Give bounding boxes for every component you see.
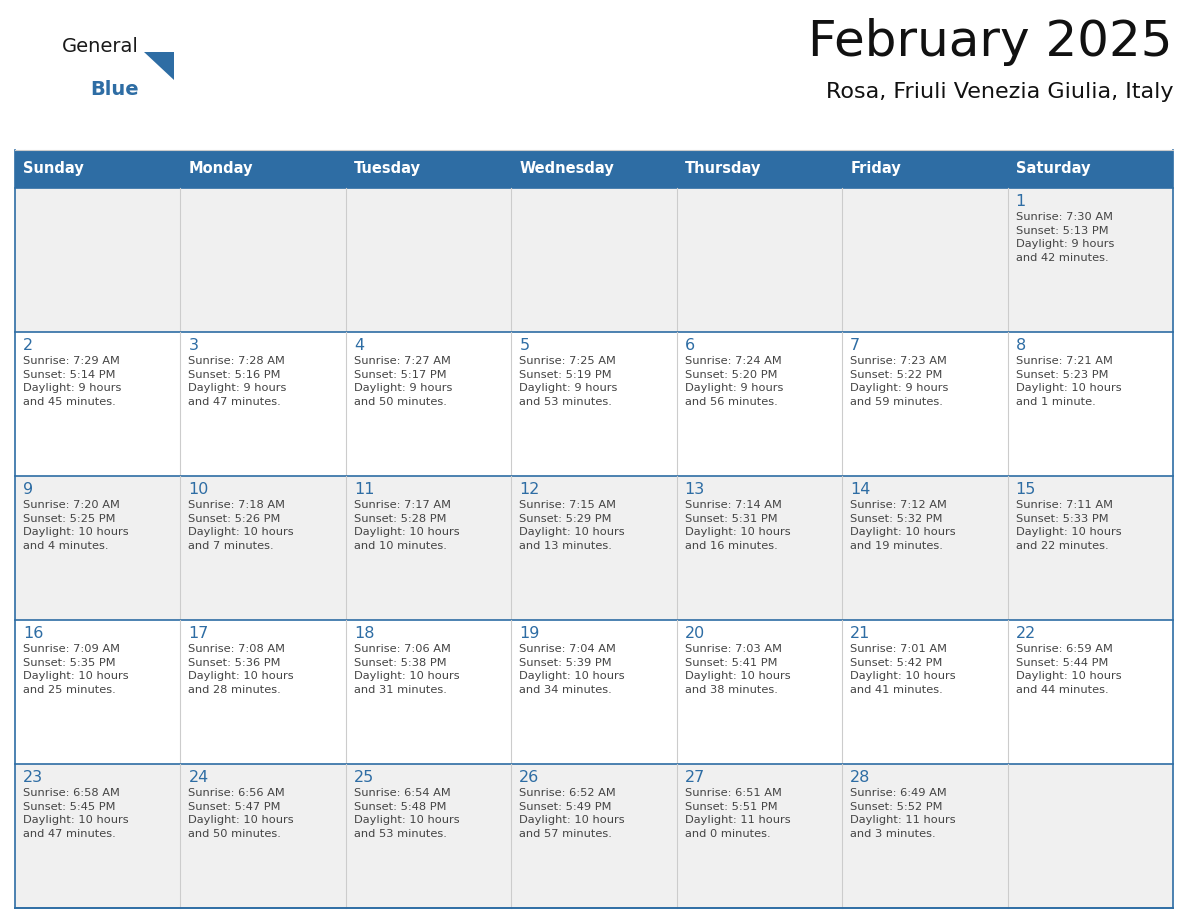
Text: Sunrise: 7:03 AM
Sunset: 5:41 PM
Daylight: 10 hours
and 38 minutes.: Sunrise: 7:03 AM Sunset: 5:41 PM Dayligh… bbox=[684, 644, 790, 695]
Text: 4: 4 bbox=[354, 338, 364, 353]
Bar bbox=[15, 620, 1173, 764]
Text: 27: 27 bbox=[684, 770, 704, 785]
Text: Sunrise: 7:01 AM
Sunset: 5:42 PM
Daylight: 10 hours
and 41 minutes.: Sunrise: 7:01 AM Sunset: 5:42 PM Dayligh… bbox=[851, 644, 956, 695]
Bar bbox=[15, 188, 1173, 332]
Text: Sunday: Sunday bbox=[23, 162, 83, 176]
Text: 17: 17 bbox=[189, 626, 209, 641]
Text: 11: 11 bbox=[354, 482, 374, 497]
Text: 13: 13 bbox=[684, 482, 704, 497]
Text: Sunrise: 7:23 AM
Sunset: 5:22 PM
Daylight: 9 hours
and 59 minutes.: Sunrise: 7:23 AM Sunset: 5:22 PM Dayligh… bbox=[851, 356, 948, 407]
Text: February 2025: February 2025 bbox=[809, 18, 1173, 66]
Text: Sunrise: 7:09 AM
Sunset: 5:35 PM
Daylight: 10 hours
and 25 minutes.: Sunrise: 7:09 AM Sunset: 5:35 PM Dayligh… bbox=[23, 644, 128, 695]
Text: 5: 5 bbox=[519, 338, 530, 353]
Text: 14: 14 bbox=[851, 482, 871, 497]
Text: Thursday: Thursday bbox=[684, 162, 762, 176]
Polygon shape bbox=[144, 52, 173, 80]
Text: Sunrise: 7:21 AM
Sunset: 5:23 PM
Daylight: 10 hours
and 1 minute.: Sunrise: 7:21 AM Sunset: 5:23 PM Dayligh… bbox=[1016, 356, 1121, 407]
Text: Sunrise: 6:58 AM
Sunset: 5:45 PM
Daylight: 10 hours
and 47 minutes.: Sunrise: 6:58 AM Sunset: 5:45 PM Dayligh… bbox=[23, 788, 128, 839]
Text: Sunrise: 7:08 AM
Sunset: 5:36 PM
Daylight: 10 hours
and 28 minutes.: Sunrise: 7:08 AM Sunset: 5:36 PM Dayligh… bbox=[189, 644, 295, 695]
Text: Sunrise: 6:52 AM
Sunset: 5:49 PM
Daylight: 10 hours
and 57 minutes.: Sunrise: 6:52 AM Sunset: 5:49 PM Dayligh… bbox=[519, 788, 625, 839]
Text: 15: 15 bbox=[1016, 482, 1036, 497]
Text: Sunrise: 7:20 AM
Sunset: 5:25 PM
Daylight: 10 hours
and 4 minutes.: Sunrise: 7:20 AM Sunset: 5:25 PM Dayligh… bbox=[23, 500, 128, 551]
Text: 8: 8 bbox=[1016, 338, 1025, 353]
Text: Sunrise: 7:24 AM
Sunset: 5:20 PM
Daylight: 9 hours
and 56 minutes.: Sunrise: 7:24 AM Sunset: 5:20 PM Dayligh… bbox=[684, 356, 783, 407]
Text: 9: 9 bbox=[23, 482, 33, 497]
Text: 19: 19 bbox=[519, 626, 539, 641]
Text: Wednesday: Wednesday bbox=[519, 162, 614, 176]
Text: Sunrise: 7:04 AM
Sunset: 5:39 PM
Daylight: 10 hours
and 34 minutes.: Sunrise: 7:04 AM Sunset: 5:39 PM Dayligh… bbox=[519, 644, 625, 695]
Text: Saturday: Saturday bbox=[1016, 162, 1091, 176]
Text: 12: 12 bbox=[519, 482, 539, 497]
Text: 21: 21 bbox=[851, 626, 871, 641]
Text: 10: 10 bbox=[189, 482, 209, 497]
Text: 22: 22 bbox=[1016, 626, 1036, 641]
Text: Sunrise: 7:11 AM
Sunset: 5:33 PM
Daylight: 10 hours
and 22 minutes.: Sunrise: 7:11 AM Sunset: 5:33 PM Dayligh… bbox=[1016, 500, 1121, 551]
Text: Friday: Friday bbox=[851, 162, 901, 176]
Text: Sunrise: 6:59 AM
Sunset: 5:44 PM
Daylight: 10 hours
and 44 minutes.: Sunrise: 6:59 AM Sunset: 5:44 PM Dayligh… bbox=[1016, 644, 1121, 695]
Text: 18: 18 bbox=[354, 626, 374, 641]
Bar bbox=[15, 764, 1173, 908]
Text: 3: 3 bbox=[189, 338, 198, 353]
Text: Sunrise: 7:12 AM
Sunset: 5:32 PM
Daylight: 10 hours
and 19 minutes.: Sunrise: 7:12 AM Sunset: 5:32 PM Dayligh… bbox=[851, 500, 956, 551]
Text: Monday: Monday bbox=[189, 162, 253, 176]
Text: Sunrise: 7:06 AM
Sunset: 5:38 PM
Daylight: 10 hours
and 31 minutes.: Sunrise: 7:06 AM Sunset: 5:38 PM Dayligh… bbox=[354, 644, 460, 695]
Text: Sunrise: 6:51 AM
Sunset: 5:51 PM
Daylight: 11 hours
and 0 minutes.: Sunrise: 6:51 AM Sunset: 5:51 PM Dayligh… bbox=[684, 788, 790, 839]
Text: Sunrise: 6:49 AM
Sunset: 5:52 PM
Daylight: 11 hours
and 3 minutes.: Sunrise: 6:49 AM Sunset: 5:52 PM Dayligh… bbox=[851, 788, 956, 839]
Text: 6: 6 bbox=[684, 338, 695, 353]
Text: 26: 26 bbox=[519, 770, 539, 785]
Text: General: General bbox=[62, 37, 139, 56]
Text: 23: 23 bbox=[23, 770, 43, 785]
Text: Sunrise: 7:18 AM
Sunset: 5:26 PM
Daylight: 10 hours
and 7 minutes.: Sunrise: 7:18 AM Sunset: 5:26 PM Dayligh… bbox=[189, 500, 295, 551]
Text: Sunrise: 7:30 AM
Sunset: 5:13 PM
Daylight: 9 hours
and 42 minutes.: Sunrise: 7:30 AM Sunset: 5:13 PM Dayligh… bbox=[1016, 212, 1114, 263]
Text: Sunrise: 7:29 AM
Sunset: 5:14 PM
Daylight: 9 hours
and 45 minutes.: Sunrise: 7:29 AM Sunset: 5:14 PM Dayligh… bbox=[23, 356, 121, 407]
Text: 16: 16 bbox=[23, 626, 44, 641]
Text: Sunrise: 7:25 AM
Sunset: 5:19 PM
Daylight: 9 hours
and 53 minutes.: Sunrise: 7:25 AM Sunset: 5:19 PM Dayligh… bbox=[519, 356, 618, 407]
Text: 25: 25 bbox=[354, 770, 374, 785]
Text: Sunrise: 6:56 AM
Sunset: 5:47 PM
Daylight: 10 hours
and 50 minutes.: Sunrise: 6:56 AM Sunset: 5:47 PM Dayligh… bbox=[189, 788, 295, 839]
Text: Blue: Blue bbox=[90, 80, 139, 99]
Text: Rosa, Friuli Venezia Giulia, Italy: Rosa, Friuli Venezia Giulia, Italy bbox=[826, 82, 1173, 102]
Text: 24: 24 bbox=[189, 770, 209, 785]
Text: Sunrise: 7:17 AM
Sunset: 5:28 PM
Daylight: 10 hours
and 10 minutes.: Sunrise: 7:17 AM Sunset: 5:28 PM Dayligh… bbox=[354, 500, 460, 551]
Bar bbox=[15, 150, 1173, 188]
Text: 2: 2 bbox=[23, 338, 33, 353]
Text: 20: 20 bbox=[684, 626, 704, 641]
Text: 1: 1 bbox=[1016, 194, 1025, 209]
Text: 7: 7 bbox=[851, 338, 860, 353]
Text: Sunrise: 6:54 AM
Sunset: 5:48 PM
Daylight: 10 hours
and 53 minutes.: Sunrise: 6:54 AM Sunset: 5:48 PM Dayligh… bbox=[354, 788, 460, 839]
Text: Sunrise: 7:14 AM
Sunset: 5:31 PM
Daylight: 10 hours
and 16 minutes.: Sunrise: 7:14 AM Sunset: 5:31 PM Dayligh… bbox=[684, 500, 790, 551]
Text: Tuesday: Tuesday bbox=[354, 162, 421, 176]
Text: Sunrise: 7:27 AM
Sunset: 5:17 PM
Daylight: 9 hours
and 50 minutes.: Sunrise: 7:27 AM Sunset: 5:17 PM Dayligh… bbox=[354, 356, 453, 407]
Text: Sunrise: 7:15 AM
Sunset: 5:29 PM
Daylight: 10 hours
and 13 minutes.: Sunrise: 7:15 AM Sunset: 5:29 PM Dayligh… bbox=[519, 500, 625, 551]
Bar bbox=[15, 476, 1173, 620]
Text: Sunrise: 7:28 AM
Sunset: 5:16 PM
Daylight: 9 hours
and 47 minutes.: Sunrise: 7:28 AM Sunset: 5:16 PM Dayligh… bbox=[189, 356, 286, 407]
Bar bbox=[15, 332, 1173, 476]
Text: 28: 28 bbox=[851, 770, 871, 785]
